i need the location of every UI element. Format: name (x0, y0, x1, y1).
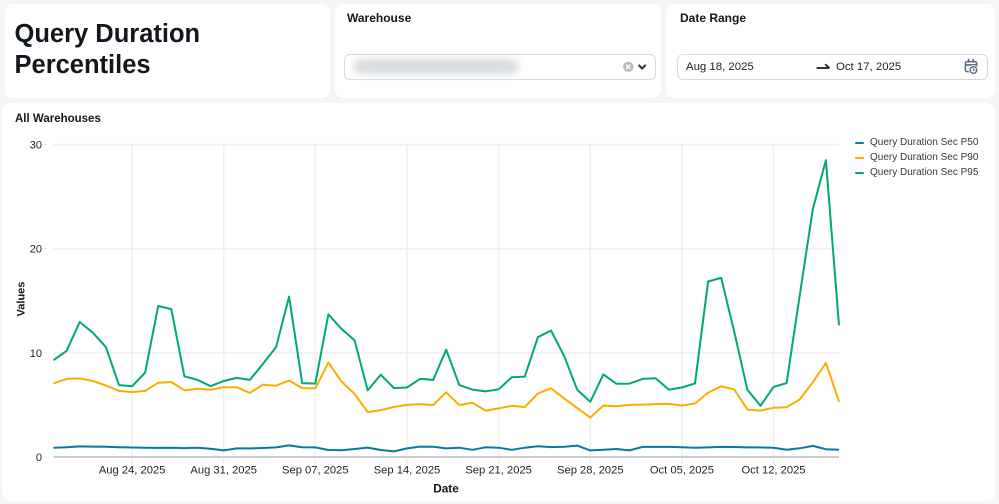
svg-text:Oct 12, 2025: Oct 12, 2025 (741, 464, 805, 476)
svg-text:Sep 07, 2025: Sep 07, 2025 (282, 464, 349, 476)
svg-text:Sep 28, 2025: Sep 28, 2025 (557, 464, 624, 476)
svg-text:Aug 24, 2025: Aug 24, 2025 (99, 464, 166, 476)
svg-text:Values: Values (16, 282, 28, 317)
svg-text:Aug 31, 2025: Aug 31, 2025 (190, 464, 257, 476)
svg-text:30: 30 (30, 140, 42, 152)
svg-text:Date: Date (433, 482, 459, 496)
svg-text:10: 10 (30, 348, 42, 360)
svg-text:0: 0 (36, 452, 42, 464)
svg-text:Sep 14, 2025: Sep 14, 2025 (374, 464, 441, 476)
svg-text:Oct 05, 2025: Oct 05, 2025 (650, 464, 714, 476)
svg-text:Sep 21, 2025: Sep 21, 2025 (465, 464, 532, 476)
svg-text:20: 20 (30, 244, 42, 256)
